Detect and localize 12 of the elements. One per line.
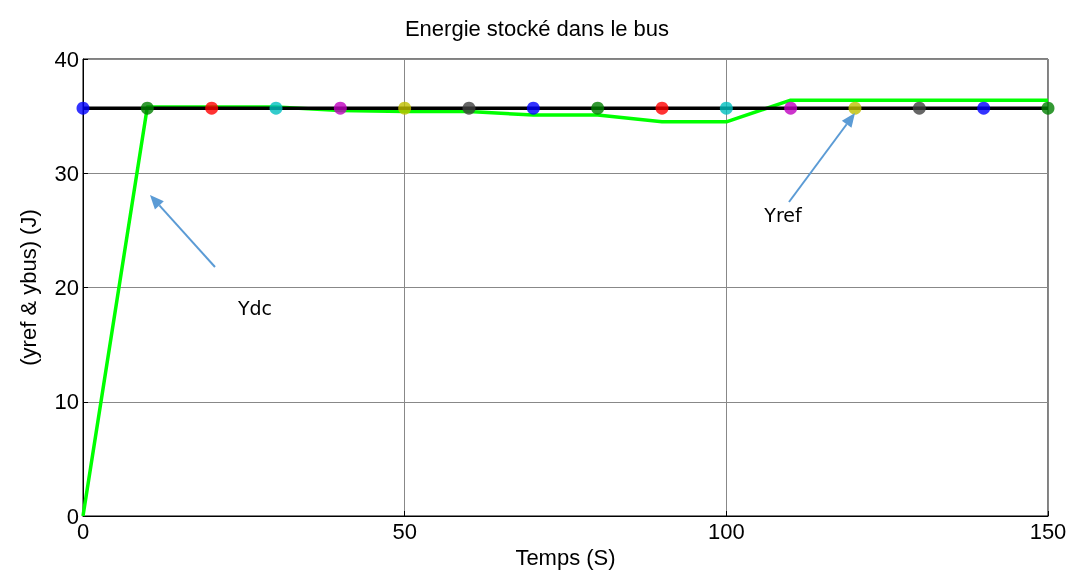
annotation: Yref — [763, 204, 803, 226]
y-tick-label: 20 — [54, 275, 79, 300]
y-tick-label: 30 — [54, 160, 79, 186]
annotation: Ydc — [236, 297, 273, 319]
x-tick-label: 100 — [707, 518, 745, 544]
x-tick-label: 50 — [392, 518, 417, 544]
y-axis-title: (yref & ybus) (J) — [15, 209, 41, 366]
y-tick-label: 40 — [54, 46, 79, 72]
x-tick-label: 150 — [1029, 518, 1067, 544]
chart-title: Energie stocké dans le bus — [404, 15, 670, 41]
y-tick-label: 10 — [54, 389, 79, 415]
x-axis-title: Temps (S) — [515, 545, 616, 571]
